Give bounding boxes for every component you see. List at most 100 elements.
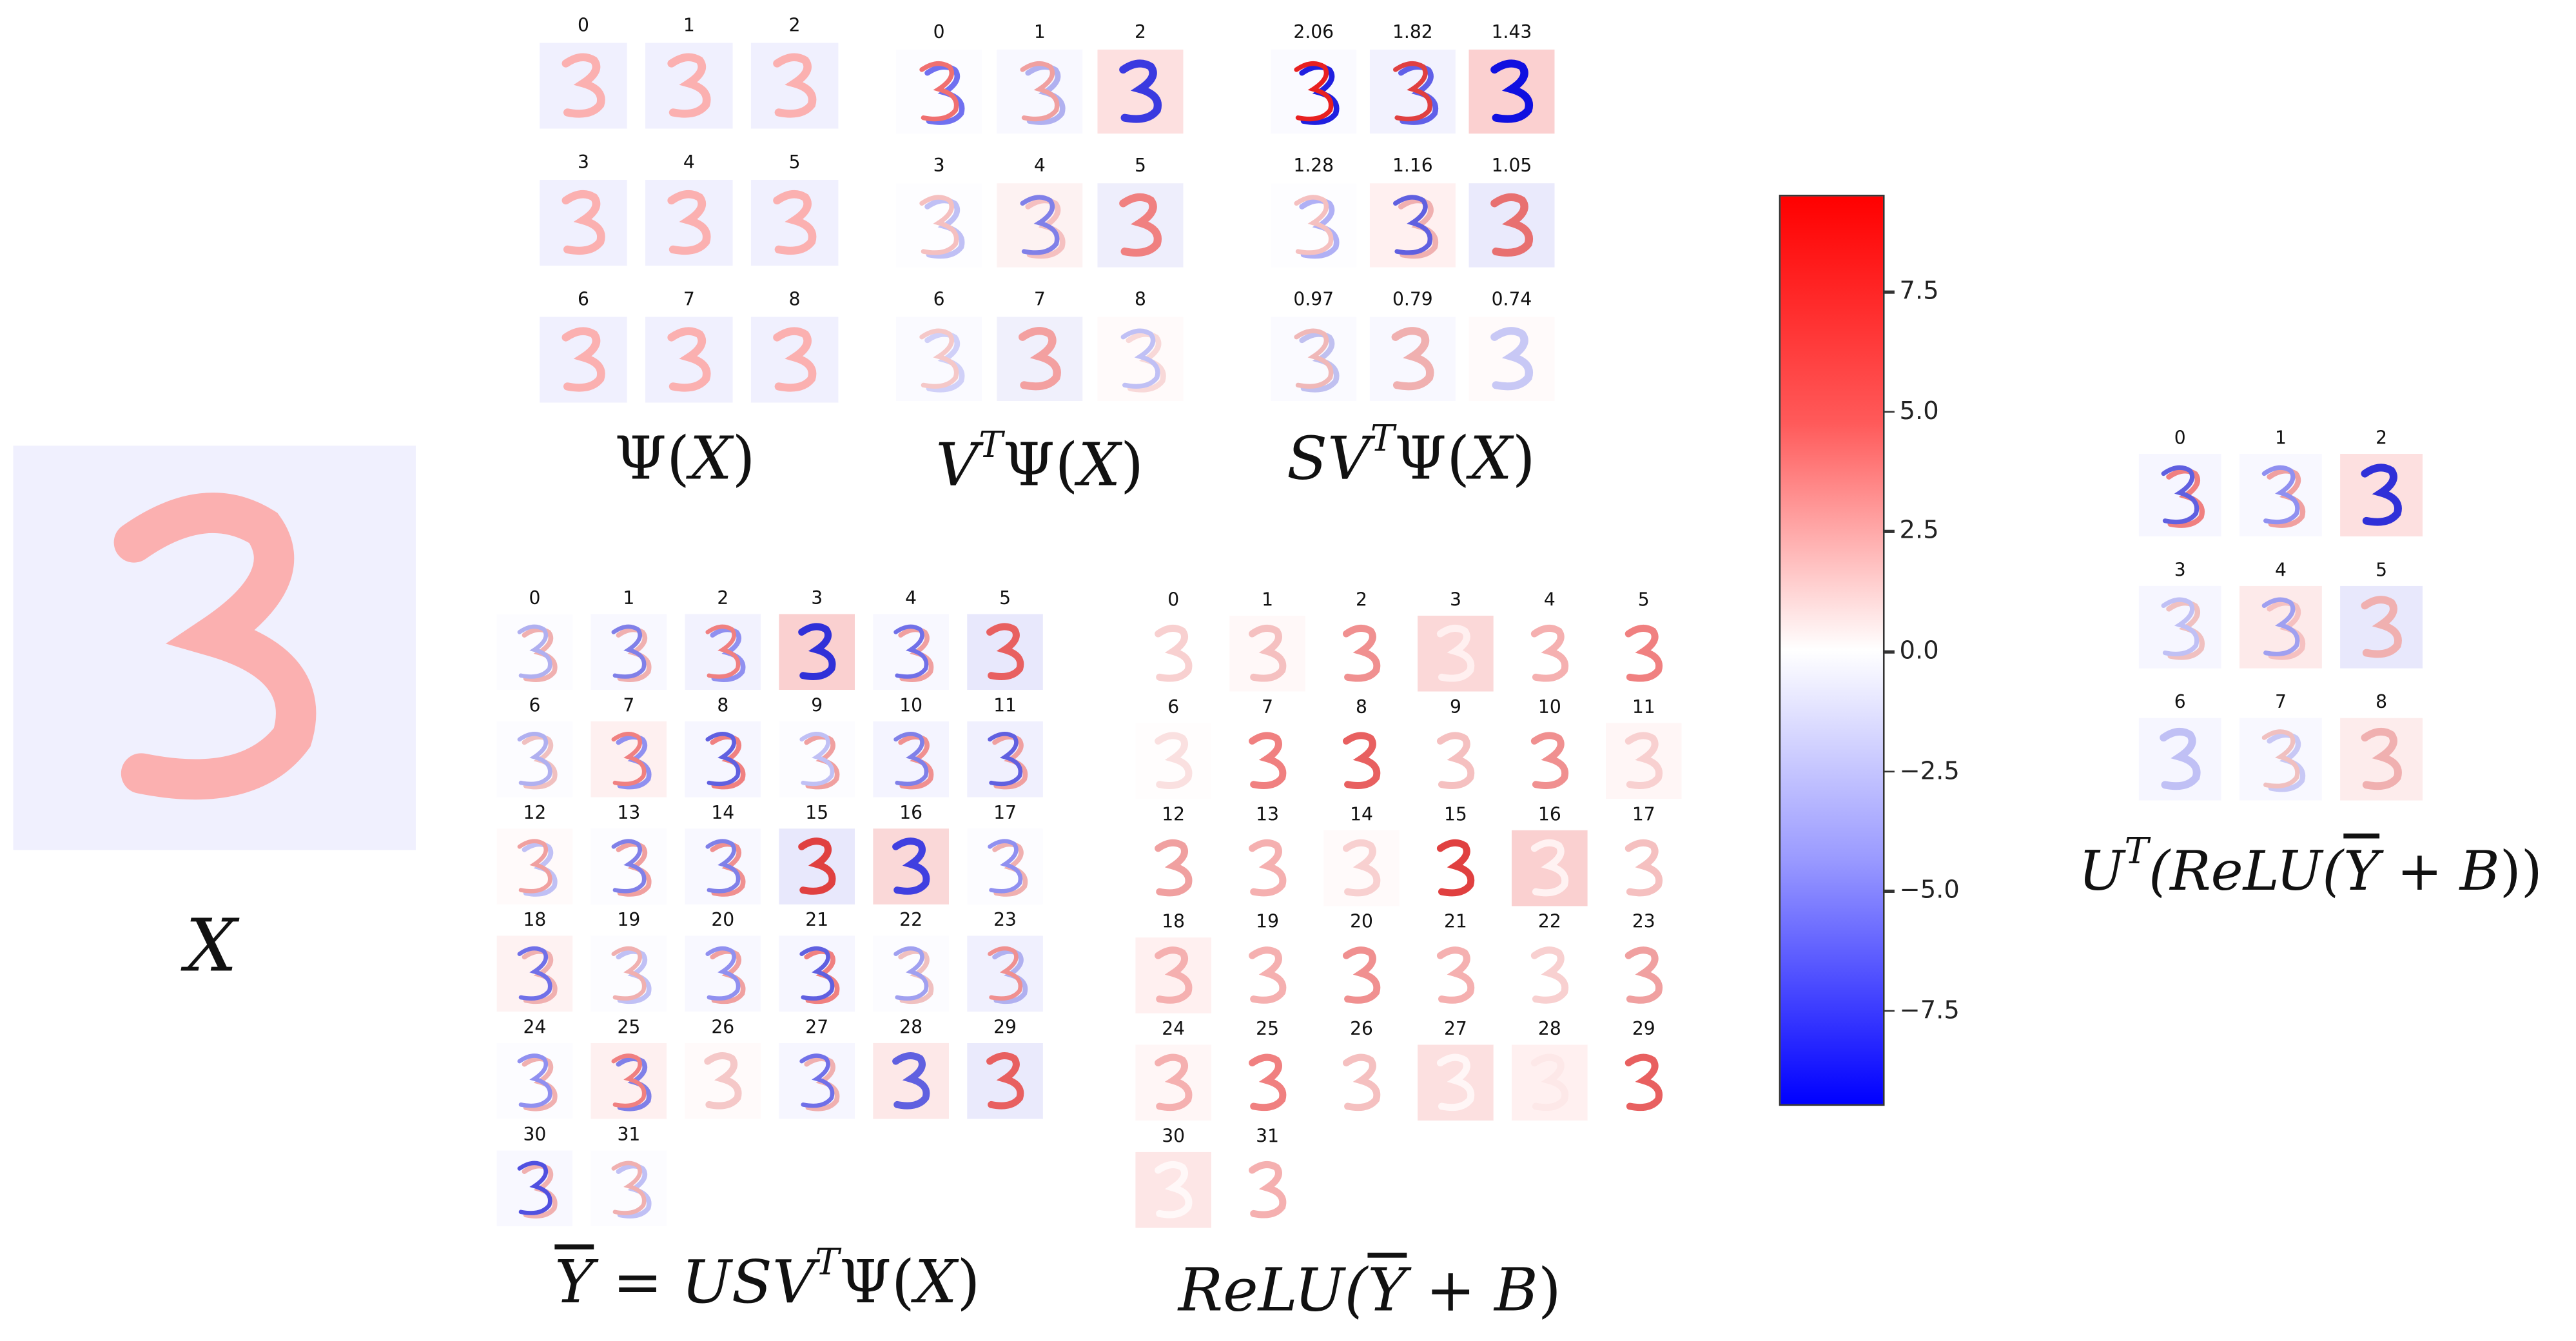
feature-map-cell bbox=[1469, 183, 1555, 268]
feature-map-cell bbox=[1369, 317, 1456, 402]
cell-index-label: 3 bbox=[1449, 589, 1461, 611]
feature-map-cell bbox=[779, 1042, 855, 1119]
cell-index-label: 15 bbox=[1444, 803, 1467, 825]
feature-map-cell bbox=[967, 828, 1043, 905]
feature-map-cell bbox=[1323, 1044, 1400, 1121]
cell-index-label: 18 bbox=[523, 909, 547, 931]
cell-index-label: 13 bbox=[1256, 803, 1279, 825]
feature-map-cell bbox=[496, 935, 573, 1012]
feature-map-cell bbox=[2138, 718, 2221, 801]
label-part: + bbox=[2379, 838, 2460, 903]
feature-map-cell bbox=[779, 935, 855, 1012]
feature-map-cell bbox=[590, 721, 667, 798]
feature-map-cell bbox=[1135, 615, 1212, 692]
cell-index-label: 29 bbox=[1632, 1018, 1655, 1040]
cell-index-label: 15 bbox=[805, 802, 829, 824]
cell-index-label: 0 bbox=[2174, 427, 2186, 449]
feature-map-cell bbox=[896, 49, 982, 134]
cell-index-label: 6 bbox=[578, 289, 589, 311]
feature-map-cell bbox=[590, 935, 667, 1012]
label-part: ) bbox=[957, 1249, 981, 1317]
feature-map-cell bbox=[1511, 937, 1588, 1013]
label-part: X bbox=[914, 1249, 957, 1317]
cell-index-label: 6 bbox=[933, 289, 945, 311]
cell-index-label: 10 bbox=[899, 694, 923, 717]
ybar-label: Y = USVTΨ(X) bbox=[554, 1243, 981, 1317]
cell-index-label: 1 bbox=[1033, 21, 1046, 43]
colorbar-tick bbox=[1882, 890, 1895, 893]
feature-map-cell bbox=[1135, 830, 1212, 906]
feature-map-cell bbox=[1511, 723, 1588, 799]
label-part: )) bbox=[2499, 838, 2542, 903]
cell-index-label: 0.74 bbox=[1491, 289, 1532, 311]
feature-map-cell bbox=[1135, 1044, 1212, 1121]
label-part: T bbox=[1370, 419, 1395, 461]
feature-map-cell bbox=[896, 317, 982, 402]
feature-map-cell bbox=[496, 721, 573, 798]
label-part: Y bbox=[554, 1249, 594, 1317]
label-part: Y bbox=[1367, 1257, 1407, 1326]
feature-map-cell bbox=[997, 183, 1083, 268]
feature-map-cell bbox=[1418, 1044, 1494, 1121]
feature-map-cell bbox=[873, 1042, 949, 1119]
cell-index-label: 5 bbox=[999, 587, 1011, 609]
cell-index-label: 8 bbox=[1356, 696, 1367, 718]
cell-index-label: 2.06 bbox=[1293, 21, 1334, 43]
cell-index-label: 21 bbox=[805, 909, 829, 931]
colorbar-tick-label: 2.5 bbox=[1899, 515, 1939, 545]
colorbar-tick bbox=[1882, 770, 1895, 773]
cell-index-label: 3 bbox=[578, 152, 589, 173]
svt-psi-label: SVTΨ(X) bbox=[1287, 419, 1536, 494]
label-part: B bbox=[1494, 1257, 1538, 1326]
feature-map-cell bbox=[1097, 317, 1184, 402]
feature-map-cell bbox=[1135, 1151, 1212, 1228]
feature-map-cell bbox=[1135, 723, 1212, 799]
feature-map-cell bbox=[2239, 718, 2322, 801]
cell-index-label: 9 bbox=[811, 694, 823, 717]
feature-map-cell bbox=[590, 614, 667, 690]
label-part: X bbox=[1470, 426, 1512, 494]
feature-map-cell bbox=[1511, 615, 1588, 692]
psi-label: Ψ(X) bbox=[614, 426, 755, 493]
cell-index-label: 7 bbox=[683, 289, 695, 311]
cell-index-label: 5 bbox=[2376, 559, 2388, 582]
cell-index-label: 30 bbox=[1162, 1125, 1186, 1148]
colorbar-tick bbox=[1882, 410, 1895, 413]
label-part: + bbox=[1407, 1257, 1495, 1326]
feature-map-cell bbox=[750, 317, 839, 403]
cell-index-label: 0 bbox=[529, 587, 541, 609]
feature-map-cell bbox=[2340, 718, 2423, 801]
cell-index-label: 6 bbox=[1167, 696, 1180, 718]
cell-index-label: 2 bbox=[2376, 427, 2388, 449]
cell-index-label: 29 bbox=[993, 1016, 1017, 1039]
cell-index-label: 14 bbox=[711, 802, 735, 824]
feature-map-cell bbox=[1469, 49, 1555, 134]
feature-map-cell bbox=[873, 935, 949, 1012]
feature-map-cell bbox=[1605, 830, 1682, 906]
cell-index-label: 1.28 bbox=[1293, 155, 1334, 177]
cell-index-label: 31 bbox=[1256, 1125, 1279, 1148]
cell-index-label: 5 bbox=[788, 152, 801, 173]
label-part: X bbox=[1078, 432, 1121, 500]
relu-label: ReLU(Y + B) bbox=[1178, 1258, 1561, 1326]
cell-index-label: 1.05 bbox=[1491, 155, 1532, 177]
cell-index-label: 26 bbox=[1350, 1018, 1373, 1040]
feature-map-cell bbox=[1323, 830, 1400, 906]
feature-map-cell bbox=[873, 721, 949, 798]
feature-map-cell bbox=[1229, 1044, 1305, 1121]
cell-index-label: 13 bbox=[617, 802, 641, 824]
feature-map-cell bbox=[997, 49, 1083, 134]
feature-map-cell bbox=[1418, 723, 1494, 799]
feature-map-cell bbox=[1271, 49, 1357, 134]
cell-index-label: 21 bbox=[1444, 911, 1467, 933]
feature-map-cell bbox=[967, 614, 1043, 690]
feature-map-cell bbox=[590, 1150, 667, 1227]
cell-index-label: 25 bbox=[617, 1016, 641, 1039]
label-part: Ψ( bbox=[1394, 426, 1470, 494]
feature-map-cell bbox=[1135, 937, 1212, 1013]
cell-index-label: 22 bbox=[899, 909, 923, 931]
feature-map-cell bbox=[1418, 937, 1494, 1013]
cell-index-label: 10 bbox=[1537, 696, 1561, 718]
feature-map-cell bbox=[496, 1042, 573, 1119]
